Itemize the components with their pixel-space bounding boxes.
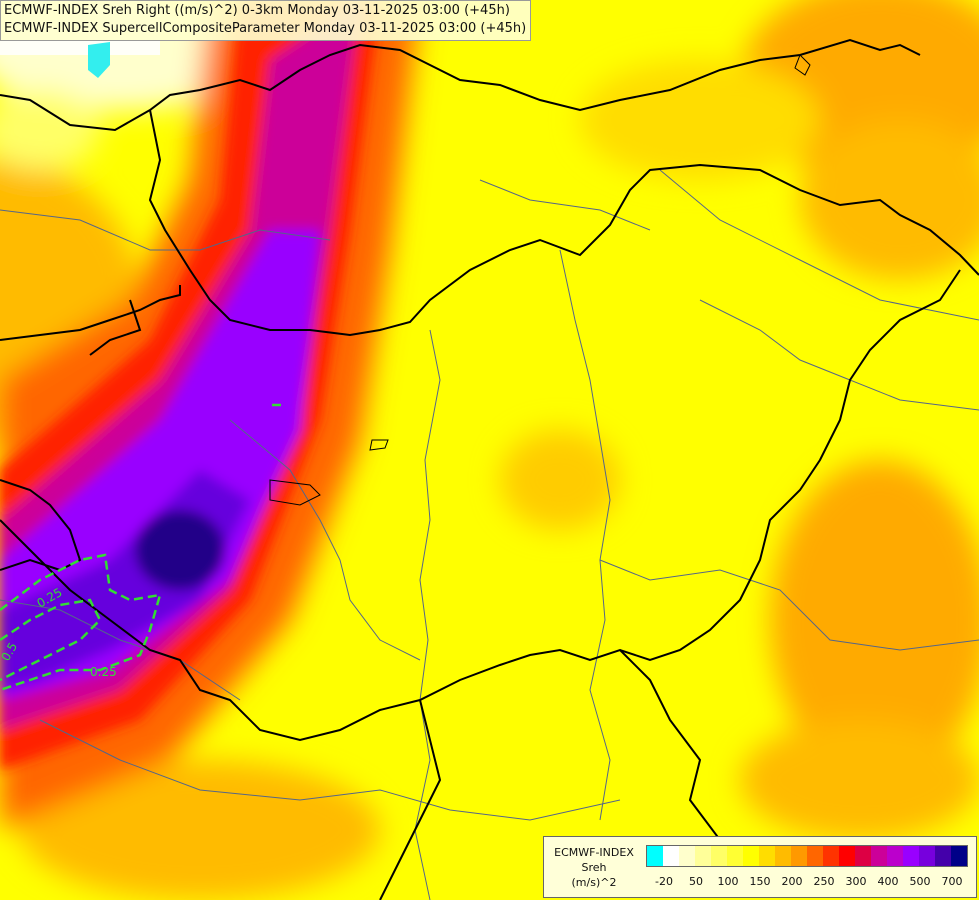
map-title: ECMWF-INDEX Sreh Right ((m/s)^2) 0-3km M… [0,0,532,41]
lakes [269,54,811,506]
title-line-1: ECMWF-INDEX Sreh Right ((m/s)^2) 0-3km M… [4,3,510,18]
legend-swatch [727,846,743,866]
legend-swatch [839,846,855,866]
legend-ticks: -20 50 100 150 200 250 300 400 500 700 [646,875,971,889]
legend-swatch [695,846,711,866]
legend-line-2: Sreh [581,861,607,874]
legend-swatch [663,846,679,866]
legend-line-1: ECMWF-INDEX [554,846,634,859]
scp-contours [0,403,285,692]
legend-swatch [935,846,951,866]
legend-swatch [919,846,935,866]
legend-swatch [871,846,887,866]
legend-tick-label: 150 [749,875,771,888]
legend-swatch [647,846,663,866]
legend-tick-label: -20 [655,875,673,888]
legend-tick-label: 700 [941,875,963,888]
legend-tick-label: 400 [877,875,899,888]
legend-swatch [807,846,823,866]
rivers [0,169,979,900]
legend-swatch [823,846,839,866]
country-borders [0,38,979,900]
legend-swatch [711,846,727,866]
legend-swatch [775,846,791,866]
legend-tick-label: 300 [845,875,867,888]
legend-title: ECMWF-INDEX Sreh (m/s)^2 [548,845,640,890]
legend-tick-label: 500 [909,875,931,888]
legend-swatch [679,846,695,866]
legend-swatch [903,846,919,866]
legend-tick-label: 50 [689,875,703,888]
legend-swatch [759,846,775,866]
legend-swatch [743,846,759,866]
legend-line-3: (m/s)^2 [571,876,617,889]
legend-swatch [887,846,903,866]
legend-swatch [791,846,807,866]
legend-swatch [855,846,871,866]
contour-label: 0.25 [90,665,117,679]
legend-swatches [646,845,968,867]
legend-tick-label: 250 [813,875,835,888]
sreh-core [0,0,380,770]
title-line-2: ECMWF-INDEX SupercellCompositeParameter … [4,21,527,36]
color-legend: ECMWF-INDEX Sreh (m/s)^2 -20 50 100 150 200 2… [543,836,977,898]
legend-tick-label: 200 [781,875,803,888]
legend-tick-label: 100 [717,875,739,888]
legend-swatch [951,846,967,866]
